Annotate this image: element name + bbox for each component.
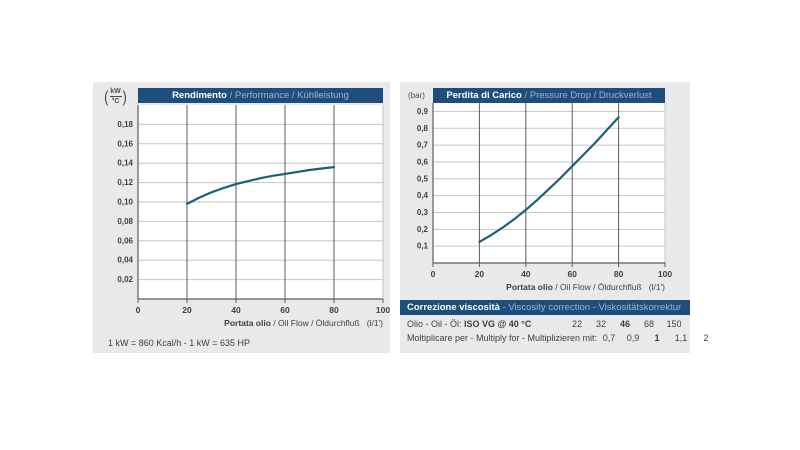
x-axis-unit: (l/1'): [648, 282, 665, 292]
viscosity-row: Olio - Oil - Öl: ISO VG @ 40 °C 22 32 46 68 1…: [400, 319, 690, 329]
x-axis-title-secondary: / Oil Flow / Öldurchfluß: [552, 282, 642, 292]
svg-text:0,8: 0,8: [417, 124, 429, 133]
svg-text:0,04: 0,04: [117, 256, 133, 265]
svg-text:0: 0: [431, 269, 436, 279]
y-axis-unit-kw-per-c: ( kW °C ): [93, 87, 138, 106]
x-axis-title-primary: Portata olio: [506, 282, 553, 292]
svg-text:0,5: 0,5: [417, 174, 429, 183]
viscosity-value: 22: [571, 319, 582, 329]
fraction-bar: [109, 96, 122, 97]
viscosity-value: 0,9: [626, 333, 640, 343]
performance-x-axis-title: Portata olio / Oil Flow / Öldurchfluß (l/…: [93, 318, 383, 328]
paren-close: ): [122, 87, 127, 106]
svg-text:40: 40: [231, 305, 241, 315]
performance-header: ( kW °C ) Rendimento / Performance / Küh…: [93, 87, 390, 106]
svg-text:0,08: 0,08: [117, 217, 133, 226]
svg-text:0,10: 0,10: [117, 198, 133, 207]
viscosity-value: 150: [666, 319, 682, 329]
viscosity-row-label: Moltiplicare per - Multiply for - Multip…: [407, 333, 598, 343]
y-axis-unit-bar: (bar): [408, 91, 425, 100]
title-primary: Rendimento: [172, 90, 227, 101]
viscosity-value: 1,1: [674, 333, 688, 343]
viscosity-row-values: 22 32 46 68 150: [565, 319, 687, 329]
svg-text:60: 60: [280, 305, 290, 315]
viscosity-rows: Olio - Oil - Öl: ISO VG @ 40 °C 22 32 46 68 1…: [400, 319, 709, 343]
viscosity-row-label: Olio - Oil - Öl: ISO VG @ 40 °C: [407, 319, 532, 329]
viscosity-value: 0,7: [602, 333, 616, 343]
pressure-drop-curve: [478, 116, 620, 243]
svg-text:0,9: 0,9: [417, 107, 429, 116]
pressure-drop-panel: (bar) Perdita di Carico / Pressure Drop …: [400, 82, 709, 353]
svg-text:0,1: 0,1: [417, 242, 429, 251]
paren-open: (: [104, 87, 109, 106]
cooling-performance-curve: [185, 165, 336, 206]
viscosity-value: 68: [643, 319, 654, 329]
viscosity-correction-title-bar: Correzione viscosità - Viscosity correct…: [400, 300, 690, 315]
pressure-drop-title-bar: Perdita di Carico / Pressure Drop / Druc…: [433, 88, 665, 103]
conversion-footnote: 1 kW = 860 Kcal/h - 1 kW = 635 HP: [108, 338, 251, 348]
unit-numerator: kW: [110, 88, 121, 95]
svg-text:20: 20: [475, 269, 485, 279]
unit-denominator: °C: [111, 98, 120, 105]
viscosity-title-primary: Correzione viscosità: [407, 302, 500, 313]
title-secondary: / Pressure Drop / Druckverlust: [521, 90, 652, 101]
viscosity-row: Moltiplicare per - Multiply for - Multip…: [400, 333, 709, 343]
svg-text:0,3: 0,3: [417, 208, 429, 217]
viscosity-correction-section: Correzione viscosità - Viscosity correct…: [400, 300, 709, 343]
pressure-drop-header: (bar) Perdita di Carico / Pressure Drop …: [400, 88, 690, 103]
svg-text:0,6: 0,6: [417, 157, 429, 166]
svg-text:0,12: 0,12: [117, 178, 133, 187]
kw-per-c-fraction: kW °C: [109, 88, 122, 105]
viscosity-value: 2: [703, 333, 709, 343]
svg-text:0,18: 0,18: [117, 120, 133, 129]
x-axis-unit: (l/1'): [366, 318, 383, 328]
viscosity-value: 46: [619, 319, 630, 329]
svg-text:0: 0: [136, 305, 141, 315]
svg-text:0,2: 0,2: [417, 225, 429, 234]
svg-text:0,7: 0,7: [417, 141, 429, 150]
performance-panel: ( kW °C ) Rendimento / Performance / Küh…: [93, 82, 390, 353]
viscosity-value: 1: [654, 333, 660, 343]
svg-text:60: 60: [567, 269, 577, 279]
pressure-drop-chart: 0,1 0,2 0,3 0,4 0,5 0,6 0,7 0,8 0,9 0 20 40 60 80 100: [417, 103, 672, 279]
svg-text:0,14: 0,14: [117, 159, 133, 168]
viscosity-title-secondary: - Viscosity correction - Viskositätskorr…: [499, 302, 682, 313]
pressure-drop-x-axis-title: Portata olio / Oil Flow / Öldurchfluß (l/…: [400, 282, 665, 292]
svg-text:20: 20: [182, 305, 192, 315]
viscosity-value: 32: [595, 319, 606, 329]
viscosity-row-values: 0,7 0,9 1 1,1 2: [597, 333, 719, 343]
performance-chart: 0,02 0,04 0,06 0,08 0,10 0,12 0,14 0,16 0,18 0 20 4…: [117, 105, 390, 315]
svg-text:40: 40: [521, 269, 531, 279]
svg-text:80: 80: [329, 305, 339, 315]
x-axis-title-secondary: / Oil Flow / Öldurchfluß: [270, 318, 360, 328]
svg-text:0,06: 0,06: [117, 236, 133, 245]
svg-text:80: 80: [614, 269, 624, 279]
title-secondary: / Performance / Kühlleistung: [226, 90, 349, 101]
svg-text:0,16: 0,16: [117, 139, 133, 148]
performance-title-bar: Rendimento / Performance / Kühlleistung: [138, 88, 383, 103]
svg-text:0,4: 0,4: [417, 191, 429, 200]
svg-text:0,02: 0,02: [117, 275, 133, 284]
title-primary: Perdita di Carico: [446, 90, 522, 101]
svg-text:100: 100: [376, 305, 390, 315]
x-axis-title-primary: Portata olio: [224, 318, 271, 328]
svg-text:100: 100: [658, 269, 672, 279]
